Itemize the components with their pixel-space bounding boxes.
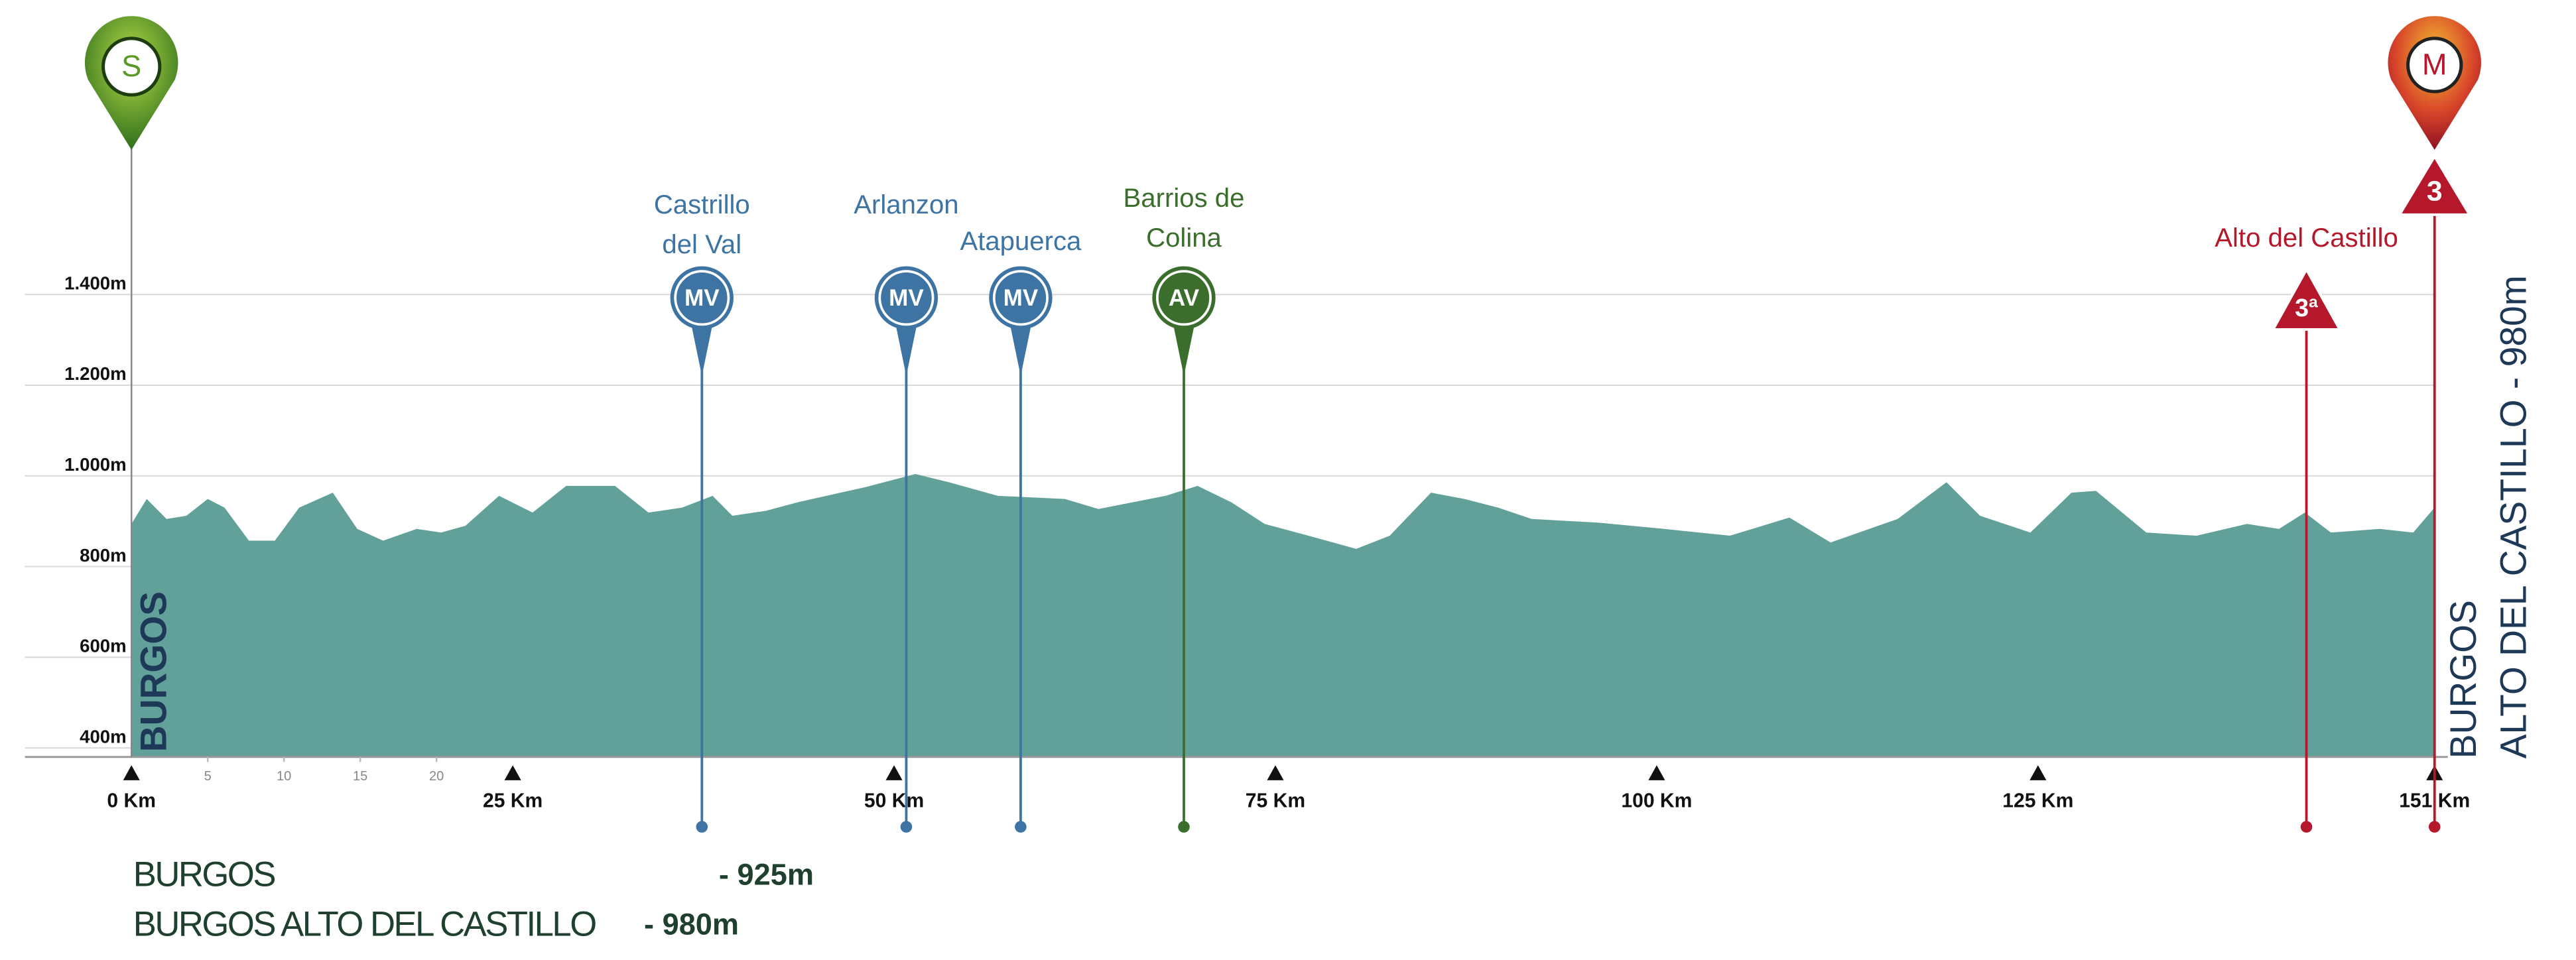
marker-badge-text: MV [684, 285, 720, 311]
finish-dot [2428, 821, 2441, 833]
y-tick-label: 1.200m [64, 363, 127, 384]
x-tick-label: 75 Km [1246, 790, 1305, 811]
marker-dot [900, 821, 913, 833]
marker-name: Atapuerca [960, 226, 1082, 256]
marker-dot [1178, 821, 1190, 833]
start-badge: S [121, 49, 141, 83]
marker-pin-tail [1172, 319, 1196, 377]
marker-dot [1015, 821, 1027, 833]
summary-name: BURGOS ALTO DEL CASTILLO [133, 905, 596, 944]
finish-badge: M [2422, 47, 2447, 81]
marker-pin-tail [690, 319, 714, 377]
x-tick-label: 100 Km [1621, 790, 1692, 811]
x-minor-label: 5 [204, 769, 212, 784]
marker-name: del Val [662, 229, 741, 259]
x-minor-label: 10 [277, 769, 291, 784]
marker-pin-tail [1009, 319, 1033, 377]
x-tick-label: 0 Km [107, 790, 156, 811]
marker-badge [1155, 270, 1212, 326]
marker-dot [2300, 821, 2313, 833]
summary-elevation: - 925m [719, 857, 814, 891]
finish-category-triangle [2398, 155, 2471, 216]
marker-badge-text: MV [889, 285, 924, 311]
finish-pin-inner [2406, 36, 2463, 93]
marker-pin-tail [894, 319, 919, 377]
x-tick-mark [1267, 765, 1284, 780]
x-tick-mark [885, 765, 903, 780]
marker-triangle [2272, 268, 2341, 331]
x-tick-mark [123, 765, 140, 780]
finish-name-2: ALTO DEL CASTILLO - 980m [2492, 275, 2534, 758]
elevation-area [131, 474, 2435, 757]
marker-name: Alto del Castillo [2215, 223, 2398, 253]
y-tick-label: 800m [80, 545, 127, 566]
marker-badge-text: 3ª [2295, 294, 2318, 322]
x-tick-label: 25 Km [483, 790, 543, 811]
x-tick-mark [1648, 765, 1665, 780]
marker-badge [674, 270, 730, 326]
marker-name: Castrillo [654, 190, 750, 219]
marker-name: Colina [1146, 223, 1222, 253]
x-minor-label: 15 [353, 769, 367, 784]
marker-badge-text: MV [1003, 285, 1039, 311]
summary-elevation: - 980m [644, 908, 739, 941]
start-pin-inner [101, 36, 162, 97]
summary-name: BURGOS [133, 855, 275, 894]
marker-dot [696, 821, 708, 833]
marker-badge [992, 270, 1049, 326]
x-tick-mark [2029, 765, 2047, 780]
marker-badge [878, 270, 934, 326]
x-minor-label: 20 [429, 769, 444, 784]
y-tick-label: 600m [80, 636, 127, 656]
y-tick-label: 400m [80, 726, 127, 747]
y-tick-label: 1.000m [64, 454, 127, 475]
start-name: BURGOS [133, 591, 174, 752]
x-tick-label: 125 Km [2002, 790, 2073, 811]
marker-badge-text: AV [1169, 285, 1200, 311]
finish-name: BURGOS [2443, 600, 2484, 758]
y-tick-label: 1.400m [64, 272, 127, 293]
marker-name: Barrios de [1124, 183, 1245, 213]
x-tick-mark [504, 765, 521, 780]
x-tick-label: 50 Km [864, 790, 924, 811]
finish-category: 3 [2427, 175, 2443, 207]
marker-name: Arlanzon [854, 190, 958, 219]
